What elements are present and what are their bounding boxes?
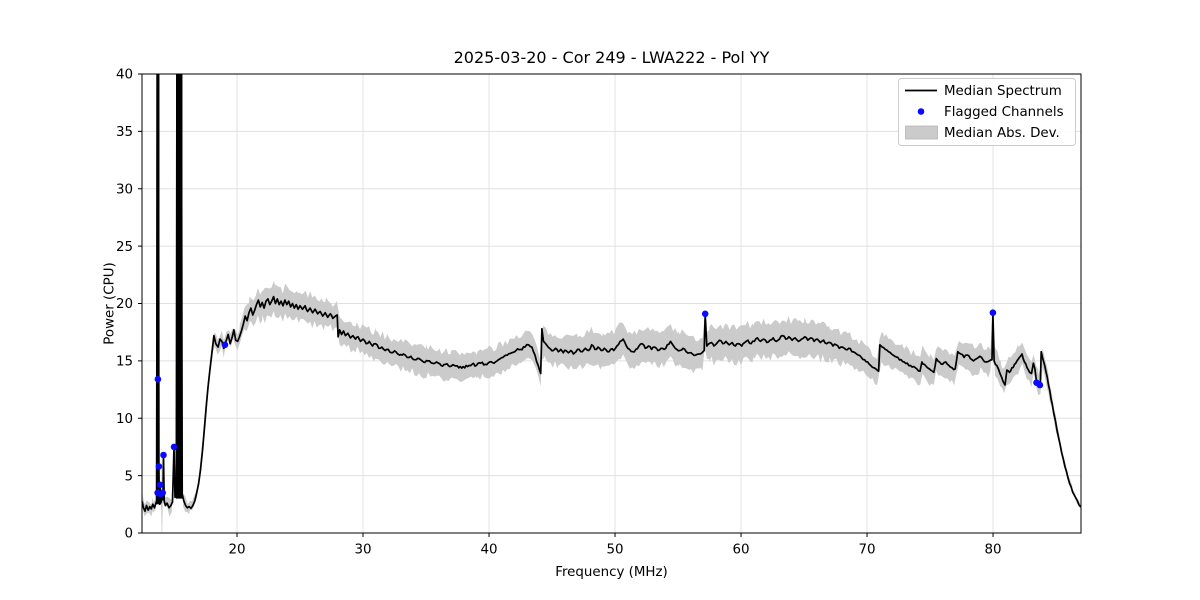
- offscale-spikes: [156, 74, 183, 505]
- flagged-channel-dot: [1036, 381, 1044, 389]
- legend-label-flagged-channels: Flagged Channels: [944, 105, 1064, 120]
- x-tick-label: 20: [228, 543, 245, 558]
- y-tick-label: 30: [116, 182, 133, 197]
- mad-band: [142, 74, 1081, 533]
- legend: Median Spectrum Flagged Channels Median …: [898, 78, 1076, 146]
- flagged-channel-dot: [989, 309, 997, 317]
- flagged-channel-dot: [155, 463, 163, 470]
- legend-label-median-spectrum: Median Spectrum: [944, 84, 1062, 99]
- y-axis-ticks: 0 5 10 15 20 25 30 35 40: [116, 68, 142, 542]
- x-tick-label: 70: [859, 543, 876, 558]
- y-tick-label: 0: [124, 527, 133, 542]
- y-tick-label: 25: [116, 240, 133, 255]
- flagged-channel-dot: [701, 310, 709, 318]
- y-tick-label: 15: [116, 355, 133, 370]
- flagged-channel-dot: [159, 489, 166, 497]
- x-tick-label: 30: [354, 543, 371, 558]
- y-tick-label: 35: [116, 125, 133, 140]
- y-tick-label: 10: [116, 412, 133, 427]
- mad-band-area: [142, 74, 1081, 533]
- x-tick-label: 40: [480, 543, 497, 558]
- y-axis-label: Power (CPU): [103, 262, 118, 344]
- legend-patch-swatch: [905, 125, 938, 140]
- x-tick-label: 50: [607, 543, 624, 558]
- flagged-channel-dot: [154, 375, 162, 383]
- flagged-channel-dot: [160, 451, 167, 459]
- legend-label-median-abs-dev: Median Abs. Dev.: [944, 126, 1060, 141]
- median-spectrum-path: [142, 74, 1081, 513]
- median-spectrum-line: [142, 74, 1081, 513]
- offscale-spike-bar: [176, 74, 183, 499]
- y-tick-label: 40: [116, 68, 133, 83]
- legend-box: [898, 78, 1076, 146]
- x-axis-label: Frequency (MHz): [555, 565, 668, 580]
- flagged-channel-dots: [154, 309, 1044, 498]
- offscale-spike-bar: [156, 74, 160, 505]
- x-tick-label: 60: [733, 543, 750, 558]
- y-tick-label: 20: [116, 297, 133, 312]
- y-tick-label: 5: [124, 469, 133, 484]
- x-axis-ticks: 20 30 40 50 60 70 80: [228, 533, 1002, 558]
- flagged-channel-dot: [221, 341, 229, 349]
- chart-title: 2025-03-20 - Cor 249 - LWA222 - Pol YY: [454, 48, 770, 67]
- flagged-channel-dot: [170, 443, 178, 451]
- x-tick-label: 80: [985, 543, 1002, 558]
- flagged-channel-dot: [156, 481, 164, 489]
- legend-dot-swatch: [917, 108, 925, 115]
